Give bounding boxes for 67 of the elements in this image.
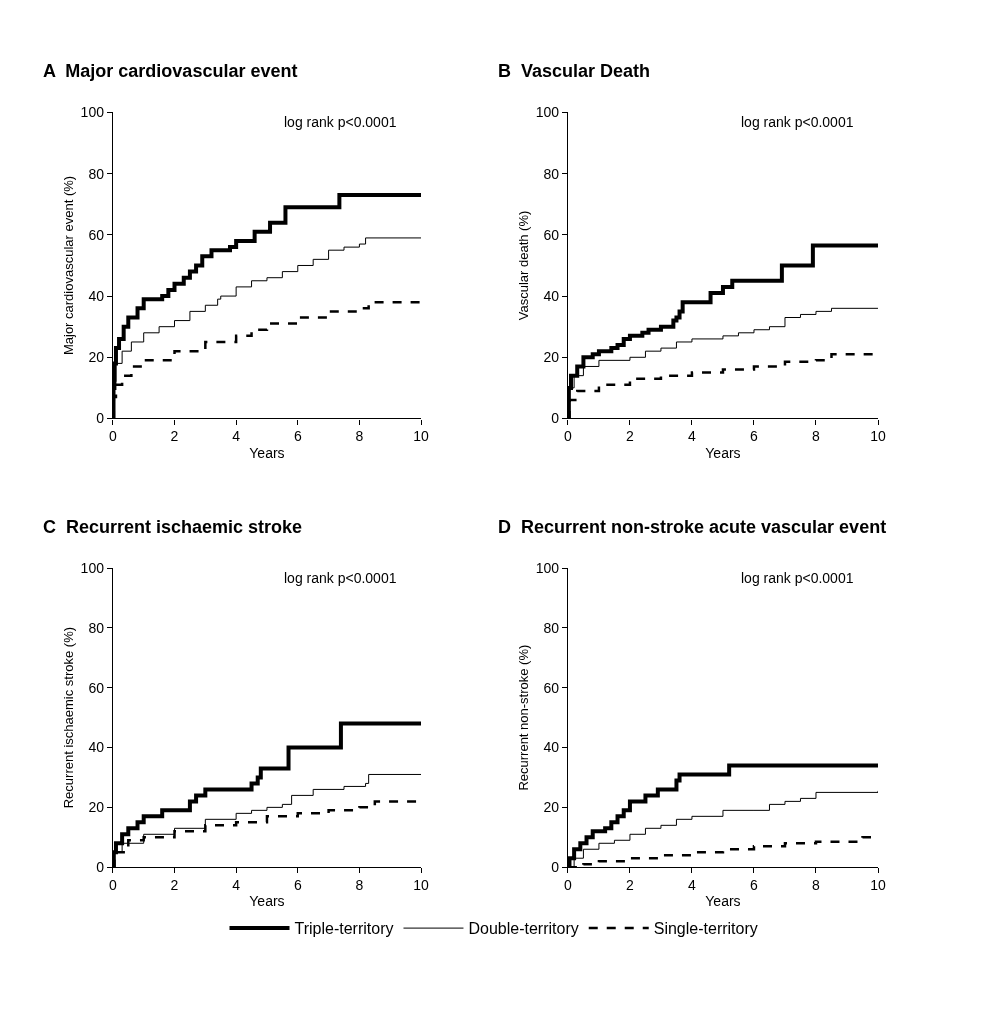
y-tick-label: 20 <box>88 349 105 366</box>
y-tick-label: 60 <box>88 226 105 243</box>
y-tick-label: 80 <box>543 619 560 636</box>
y-tick-label: 80 <box>88 165 105 182</box>
chart-title: C Recurrent ischaemic stroke <box>43 517 303 537</box>
y-axis-title: Recurrent ischaemic stroke (%) <box>60 626 76 809</box>
x-tick-label: 0 <box>108 428 117 445</box>
y-tick-label: 100 <box>535 104 560 121</box>
y-tick-label: 20 <box>543 799 560 816</box>
x-tick-label: 6 <box>750 428 759 445</box>
legend-label: Single-territory <box>653 920 758 938</box>
y-tick-label: 60 <box>543 226 560 243</box>
y-tick-label: 40 <box>88 739 105 756</box>
y-tick-label: 40 <box>88 287 105 304</box>
x-tick-label: 10 <box>413 428 430 445</box>
annotation: log rank p<0.0001 <box>741 114 854 130</box>
x-tick-label: 8 <box>355 877 364 894</box>
x-tick-label: 0 <box>564 428 573 445</box>
x-tick-label: 4 <box>688 428 697 445</box>
x-axis-title: Years <box>249 444 285 461</box>
x-tick-label: 8 <box>812 428 821 445</box>
legend-label: Double-territory <box>468 920 579 938</box>
x-axis-title: Years <box>705 893 741 910</box>
x-axis-title: Years <box>249 893 285 910</box>
y-tick-label: 0 <box>96 859 105 876</box>
x-tick-label: 6 <box>293 428 302 445</box>
y-tick-label: 80 <box>543 165 560 182</box>
y-tick-label: 0 <box>551 859 560 876</box>
x-tick-label: 8 <box>355 428 364 445</box>
x-tick-label: 6 <box>750 877 759 894</box>
x-tick-label: 2 <box>170 428 179 445</box>
y-axis-title: Recurrent non-stroke (%) <box>515 644 531 791</box>
annotation: log rank p<0.0001 <box>284 114 397 130</box>
y-tick-label: 100 <box>80 104 105 121</box>
legend-label: Triple-territory <box>294 920 394 938</box>
x-tick-label: 0 <box>564 877 573 894</box>
y-tick-label: 40 <box>543 739 560 756</box>
y-tick-label: 60 <box>543 679 560 696</box>
y-tick-label: 100 <box>535 559 560 576</box>
y-tick-label: 20 <box>88 799 105 816</box>
x-tick-label: 2 <box>626 428 635 445</box>
annotation: log rank p<0.0001 <box>741 570 854 586</box>
x-tick-label: 4 <box>688 877 697 894</box>
y-axis-title: Vascular death (%) <box>515 210 531 321</box>
chart-title: A Major cardiovascular event <box>43 61 298 81</box>
x-tick-label: 10 <box>870 428 886 445</box>
x-tick-label: 10 <box>413 877 430 894</box>
x-tick-label: 4 <box>232 428 241 445</box>
y-tick-label: 20 <box>543 349 560 366</box>
x-tick-label: 4 <box>232 877 241 894</box>
y-axis-title: Major cardiovascular event (%) <box>60 175 76 356</box>
chart-title: D Recurrent non-stroke acute vascular event <box>498 517 887 537</box>
y-tick-label: 0 <box>96 410 105 427</box>
chart-title: B Vascular Death <box>498 61 651 81</box>
x-axis-title: Years <box>705 444 741 461</box>
x-tick-label: 8 <box>812 877 821 894</box>
x-tick-label: 0 <box>108 877 117 894</box>
y-tick-label: 60 <box>88 679 105 696</box>
y-tick-label: 100 <box>80 559 105 576</box>
x-tick-label: 2 <box>170 877 179 894</box>
annotation: log rank p<0.0001 <box>284 570 397 586</box>
y-tick-label: 0 <box>551 410 560 427</box>
y-tick-label: 40 <box>543 287 560 304</box>
y-tick-label: 80 <box>88 619 105 636</box>
x-tick-label: 10 <box>870 877 886 894</box>
x-tick-label: 6 <box>293 877 302 894</box>
x-tick-label: 2 <box>626 877 635 894</box>
